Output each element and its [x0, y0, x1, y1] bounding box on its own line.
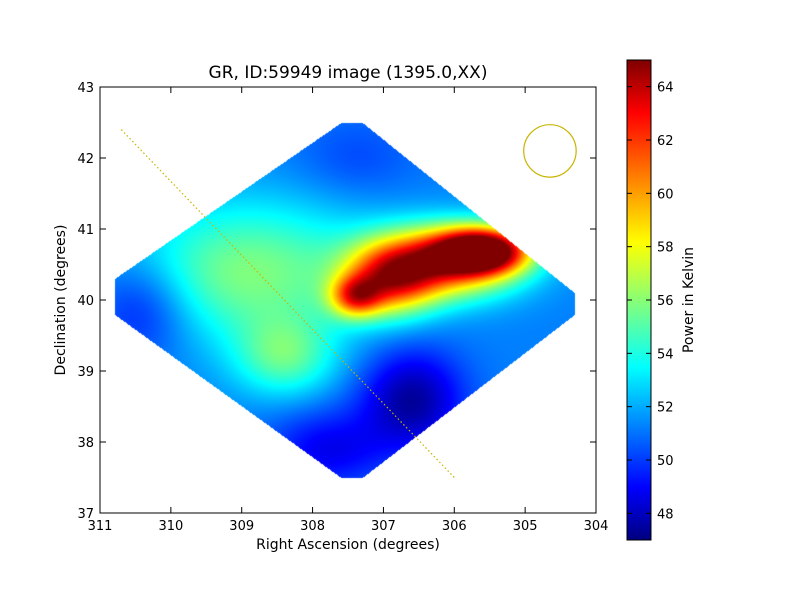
y-axis-label: Declination (degrees) [53, 225, 69, 376]
y-tick-label: 38 [77, 436, 94, 451]
y-axis-ticks: 37 38 39 40 41 42 43 [77, 81, 596, 522]
colorbar-ticks: 48 50 52 54 56 58 60 62 64 [627, 81, 674, 522]
colorbar: 48 50 52 54 56 58 60 62 64 Power in Kelvin [626, 59, 697, 541]
x-tick-label: 305 [513, 519, 538, 534]
y-tick-label: 43 [77, 81, 94, 96]
colorbar-label: Power in Kelvin [681, 247, 697, 353]
y-tick-label: 41 [77, 223, 94, 238]
x-tick-label: 307 [371, 519, 396, 534]
plot-area: 311 310 309 308 307 306 305 304 37 38 39 40 41 42 43 [77, 81, 608, 534]
colorbar-tick-label: 60 [657, 187, 674, 202]
colorbar-tick-label: 62 [657, 134, 674, 149]
x-tick-label: 306 [442, 519, 467, 534]
x-tick-label: 304 [584, 519, 609, 534]
y-tick-label: 42 [77, 152, 94, 167]
colorbar-tick-label: 54 [657, 347, 674, 362]
x-tick-label: 308 [300, 519, 325, 534]
x-axis-ticks: 311 310 309 308 307 306 305 304 [88, 87, 609, 534]
colorbar-tick-label: 56 [657, 294, 674, 309]
colorbar-tick-label: 50 [657, 454, 674, 469]
x-axis-label: Right Ascension (degrees) [256, 537, 440, 553]
beam-circle [523, 124, 577, 178]
y-tick-label: 37 [77, 507, 94, 522]
x-tick-label: 309 [229, 519, 254, 534]
chart-title: GR, ID:59949 image (1395.0,XX) [209, 63, 488, 83]
x-tick-label: 310 [158, 519, 183, 534]
colorbar-tick-label: 64 [657, 81, 674, 96]
overlay-layer [120, 124, 577, 478]
colorbar-tick-label: 52 [657, 401, 674, 416]
colorbar-tick-label: 58 [657, 241, 674, 256]
x-tick-label: 311 [88, 519, 113, 534]
colorbar-tick-label: 48 [657, 507, 674, 522]
sky-heatmap [100, 87, 596, 513]
galactic-plane-line [120, 129, 455, 478]
y-tick-label: 40 [77, 294, 94, 309]
y-tick-label: 39 [77, 365, 94, 380]
